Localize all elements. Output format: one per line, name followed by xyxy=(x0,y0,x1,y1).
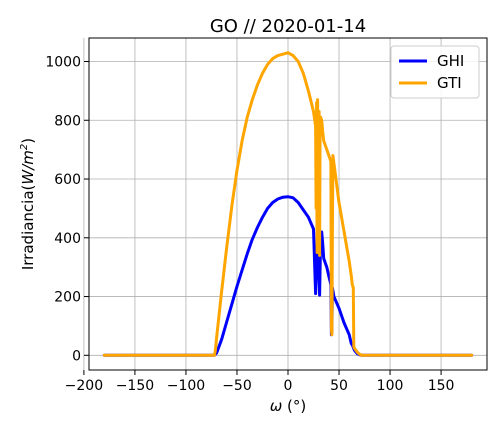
axis-ticks: −200 −150 −100 −50 0 50 100 150 0 200 400 600 800 100… xyxy=(45,55,454,394)
x-axis-label-symbol: ω xyxy=(270,397,283,415)
x-tick-label: 150 xyxy=(428,378,455,394)
chart-title: GO // 2020-01-14 xyxy=(210,16,366,37)
legend-label-gti: GTI xyxy=(437,74,462,92)
y-axis-label-exponent: 2 xyxy=(19,144,30,150)
legend-box xyxy=(390,45,480,99)
y-tick-label: 0 xyxy=(72,348,81,364)
y-tick-label: 1000 xyxy=(45,55,81,71)
y-tick-label: 400 xyxy=(54,231,81,247)
x-tick-label: 100 xyxy=(377,378,404,394)
x-tick-label: −200 xyxy=(65,378,103,394)
y-axis-label-close: ) xyxy=(19,138,37,144)
series-line-gti xyxy=(102,51,474,357)
series-lines xyxy=(102,51,474,357)
y-axis-label-text: Irradiancia( xyxy=(19,185,37,271)
legend: GHI GTI xyxy=(390,45,480,99)
y-tick-label: 800 xyxy=(54,113,81,129)
x-tick-label: −50 xyxy=(222,378,252,394)
y-axis-label: Irradiancia(W/m2) xyxy=(19,138,37,270)
x-axis-label: ω (°) xyxy=(270,397,307,415)
x-axis-label-unit: (°) xyxy=(282,397,306,415)
x-tick-label: −150 xyxy=(116,378,154,394)
x-tick-label: 50 xyxy=(330,378,348,394)
y-tick-label: 600 xyxy=(54,172,81,188)
x-tick-label: −100 xyxy=(167,378,205,394)
legend-label-ghi: GHI xyxy=(437,52,464,70)
y-axis-label-unit: W/m xyxy=(19,150,37,185)
x-tick-label: 0 xyxy=(284,378,293,394)
y-tick-label: 200 xyxy=(54,290,81,306)
